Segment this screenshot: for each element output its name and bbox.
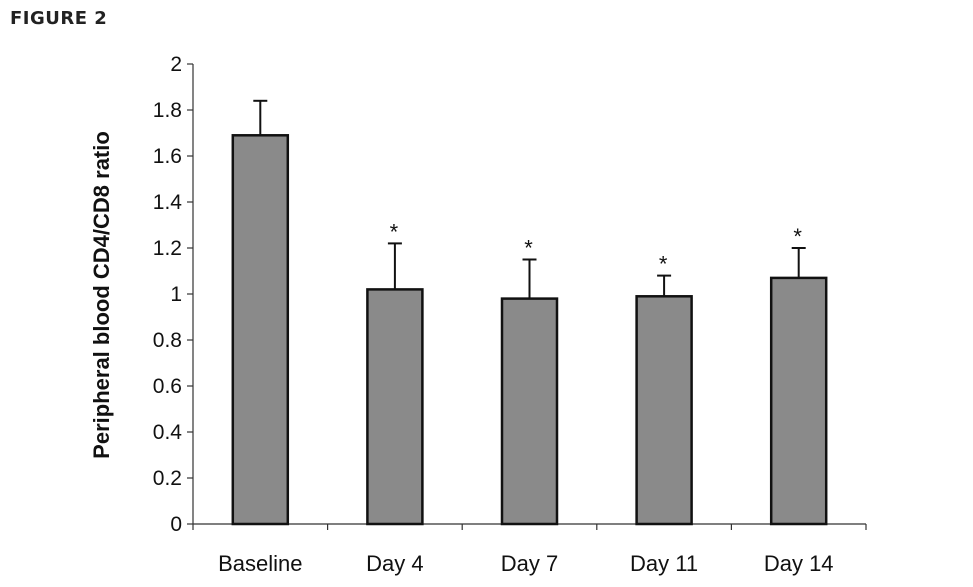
figure-label: FIGURE 2	[10, 8, 108, 29]
x-tick-label: Day 4	[366, 551, 423, 576]
y-tick-label: 2	[170, 53, 182, 76]
y-tick-label: 1.6	[153, 145, 182, 168]
x-axis: Baseline Day 4 Day 7 Day 11 Day 14	[192, 523, 867, 576]
y-tick-label: 1.4	[153, 191, 183, 214]
significance-asterisk: *	[390, 219, 399, 244]
bar	[769, 276, 828, 526]
significance-asterisk: *	[793, 224, 802, 249]
y-tick-label: 0.2	[153, 467, 182, 490]
bar	[500, 297, 559, 526]
significance-asterisk: *	[659, 252, 668, 277]
bars	[231, 134, 828, 526]
y-axis-label: Peripheral blood CD4/CD8 ratio	[89, 131, 114, 459]
y-tick-label: 0	[170, 513, 182, 536]
y-tick-label: 1.8	[153, 99, 182, 122]
bar	[635, 295, 693, 526]
significance-markers: * * * *	[390, 219, 803, 276]
bar	[231, 134, 290, 526]
bar	[366, 288, 424, 526]
error-bars	[253, 99, 806, 299]
x-tick-label: Day 7	[501, 551, 558, 576]
y-tick-label: 1	[170, 283, 182, 306]
significance-asterisk: *	[524, 236, 533, 261]
y-tick-label: 0.8	[153, 329, 182, 352]
x-tick-label: Day 14	[764, 551, 834, 576]
y-tick-label: 0.4	[153, 421, 183, 444]
x-tick-label: Day 11	[630, 551, 698, 576]
x-tick-label: Baseline	[218, 551, 302, 576]
y-axis: 0 0.2 0.4 0.6 0.8 1 1.2 1.4 1.6 1.8 2	[153, 53, 194, 536]
y-tick-label: 0.6	[153, 375, 182, 398]
y-tick-label: 1.2	[153, 237, 182, 260]
